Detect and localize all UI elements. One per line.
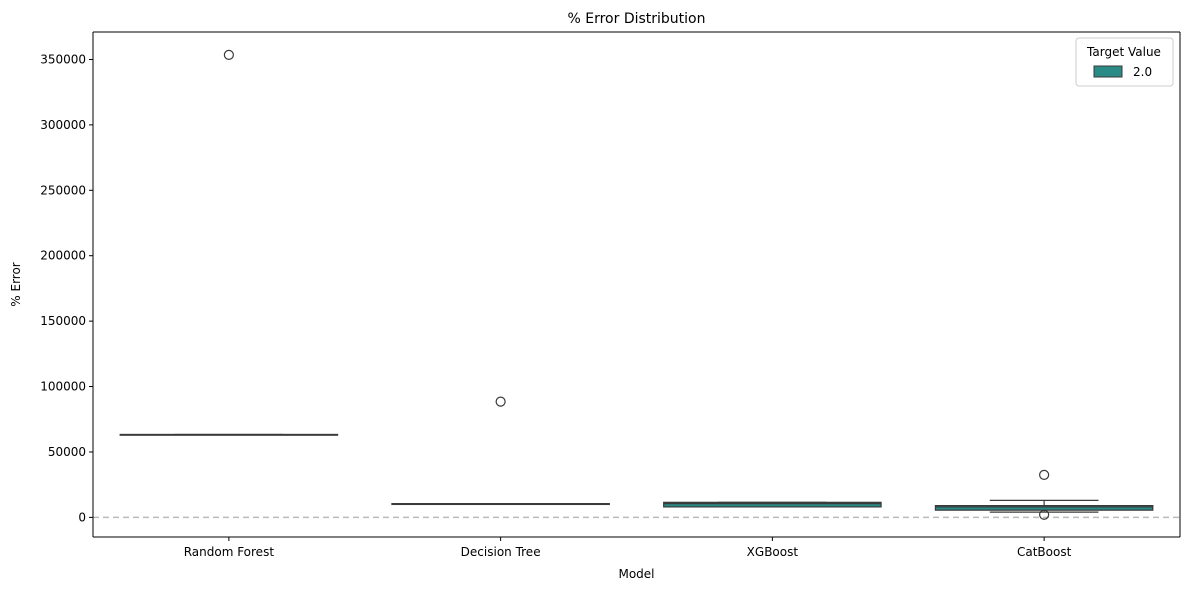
x-tick-label: XGBoost [747, 545, 799, 559]
box [934, 505, 1154, 511]
x-tick-label: Random Forest [184, 545, 275, 559]
y-axis-label: % Error [9, 262, 23, 307]
x-axis-label: Model [618, 567, 654, 581]
y-tick-label: 0 [78, 510, 86, 524]
outlier-point [495, 396, 506, 407]
y-tick-label: 250000 [40, 183, 86, 197]
outlier-point [1039, 469, 1050, 480]
box [663, 501, 882, 508]
y-tick-label: 50000 [48, 445, 86, 459]
y-tick-label: 200000 [40, 249, 86, 263]
legend-title: Target Value [1086, 45, 1161, 59]
legend-swatch [1093, 65, 1123, 78]
chart-title: % Error Distribution [567, 11, 705, 27]
outlier-point [223, 49, 234, 60]
y-tick-label: 150000 [40, 314, 86, 328]
legend: Target Value 2.0 [1075, 37, 1174, 87]
y-tick-label: 350000 [40, 52, 86, 66]
outlier-point [1039, 509, 1050, 520]
x-tick-label: Decision Tree [461, 545, 541, 559]
legend-entry-label: 2.0 [1133, 65, 1152, 79]
y-tick-label: 300000 [40, 118, 86, 132]
y-tick-label: 100000 [40, 380, 86, 394]
plot-area: 0 50000 100000 150000 200000 250000 300000 3500… [40, 31, 1181, 559]
x-tick-label: CatBoost [1017, 545, 1072, 559]
